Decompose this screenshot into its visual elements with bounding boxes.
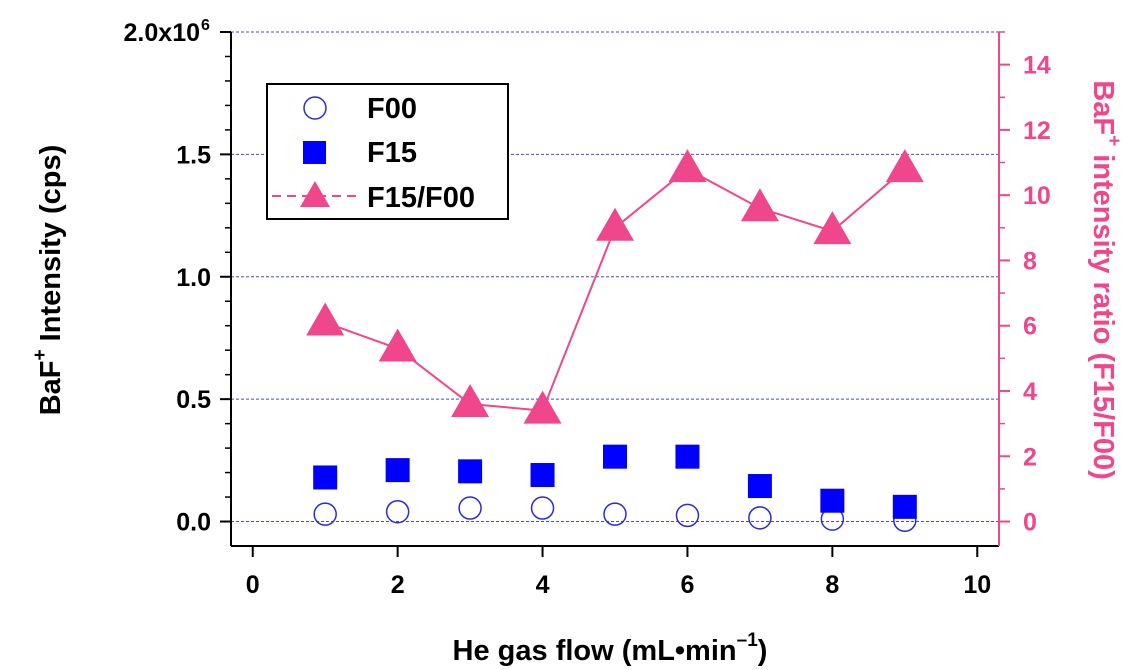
y-right-tick-label: 2 bbox=[1023, 443, 1037, 471]
legend-item-ratio: F15/F00 bbox=[272, 181, 475, 214]
y-left-tick-label: 0.5 bbox=[176, 386, 211, 414]
f15-point bbox=[603, 444, 627, 469]
y-left-exponent: 6 bbox=[201, 17, 210, 34]
ratio-point bbox=[523, 390, 562, 424]
left-axis-title-main: BaF bbox=[35, 360, 67, 415]
x-tick-label: 6 bbox=[680, 571, 694, 599]
f15-point bbox=[385, 458, 410, 483]
y-left-tick-label: 1.0 bbox=[176, 264, 211, 292]
right-axis-title-main: BaF bbox=[1087, 80, 1119, 135]
x-tick-label: 0 bbox=[246, 571, 260, 599]
ratio-point bbox=[306, 302, 345, 336]
ratio-point bbox=[451, 384, 490, 418]
right-axis-title: BaF+ intensity ratio (F15/F00) bbox=[1087, 80, 1124, 479]
y-left-tick-label: 2.0x10 bbox=[124, 19, 200, 47]
f00-point bbox=[458, 496, 482, 520]
y-left-tick-label: 1.5 bbox=[176, 141, 211, 169]
ratio-point bbox=[378, 328, 417, 362]
left-axis-title-sup: + bbox=[30, 349, 51, 360]
legend-item-f00: F00 bbox=[303, 93, 417, 125]
x-axis-title-end: ) bbox=[758, 635, 768, 667]
left-axis-title: BaF+ Intensity (cps) bbox=[30, 145, 67, 416]
left-axis-title-end: Intensity (cps) bbox=[35, 145, 67, 350]
f00-point bbox=[385, 499, 410, 524]
right-axis-title-end: intensity ratio (F15/F00) bbox=[1087, 146, 1119, 480]
ratio-point bbox=[885, 149, 924, 183]
f15-point bbox=[892, 494, 917, 519]
ratio-point bbox=[596, 207, 634, 241]
ratio-point bbox=[813, 211, 852, 245]
legend-ratio-label: F15/F00 bbox=[367, 182, 475, 214]
f15-point bbox=[458, 459, 483, 484]
y-left-tick-label: 0.0 bbox=[176, 509, 211, 537]
legend-f00-label: F00 bbox=[367, 93, 417, 125]
x-tick-label: 10 bbox=[963, 571, 991, 599]
legend-f15-marker bbox=[303, 141, 326, 164]
y-right-tick-label: 4 bbox=[1023, 378, 1037, 406]
x-tick-label: 2 bbox=[391, 571, 405, 599]
y-right-tick-label: 6 bbox=[1023, 313, 1037, 341]
x-axis-title: He gas flow (mL•min–1) bbox=[453, 630, 768, 667]
right-axis-title-sup: + bbox=[1103, 135, 1124, 146]
f15-point bbox=[313, 465, 338, 490]
y-right-tick-label: 12 bbox=[1023, 117, 1051, 145]
f15-point bbox=[747, 474, 772, 499]
y-right-tick-label: 8 bbox=[1023, 247, 1037, 275]
f15-point bbox=[820, 488, 845, 513]
x-axis-title-sup: –1 bbox=[737, 630, 759, 651]
legend-f15-label: F15 bbox=[367, 137, 417, 169]
y-right-tick-label: 14 bbox=[1023, 52, 1051, 80]
y-right-tick-label: 0 bbox=[1023, 509, 1037, 537]
axes bbox=[230, 32, 1000, 547]
f15-point bbox=[675, 444, 700, 469]
f00-point bbox=[313, 502, 337, 526]
x-axis-title-main: He gas flow (mL•min bbox=[453, 635, 737, 667]
y-right-tick-label: 10 bbox=[1023, 182, 1051, 210]
plot-area bbox=[306, 149, 924, 533]
x-tick-label: 4 bbox=[536, 571, 550, 599]
ratio-point bbox=[740, 188, 779, 222]
legend: F00 F15 F15/F00 bbox=[266, 83, 509, 220]
f00-point bbox=[675, 503, 700, 528]
legend-f00-marker bbox=[303, 96, 327, 120]
ratio-point bbox=[668, 149, 707, 183]
f00-point bbox=[603, 502, 627, 526]
f00-point bbox=[748, 506, 772, 530]
f00-point bbox=[530, 496, 555, 520]
f15-point bbox=[530, 463, 555, 488]
legend-item-f15: F15 bbox=[303, 137, 417, 169]
x-tick-label: 8 bbox=[825, 571, 839, 599]
legend-ratio-marker bbox=[300, 181, 330, 207]
